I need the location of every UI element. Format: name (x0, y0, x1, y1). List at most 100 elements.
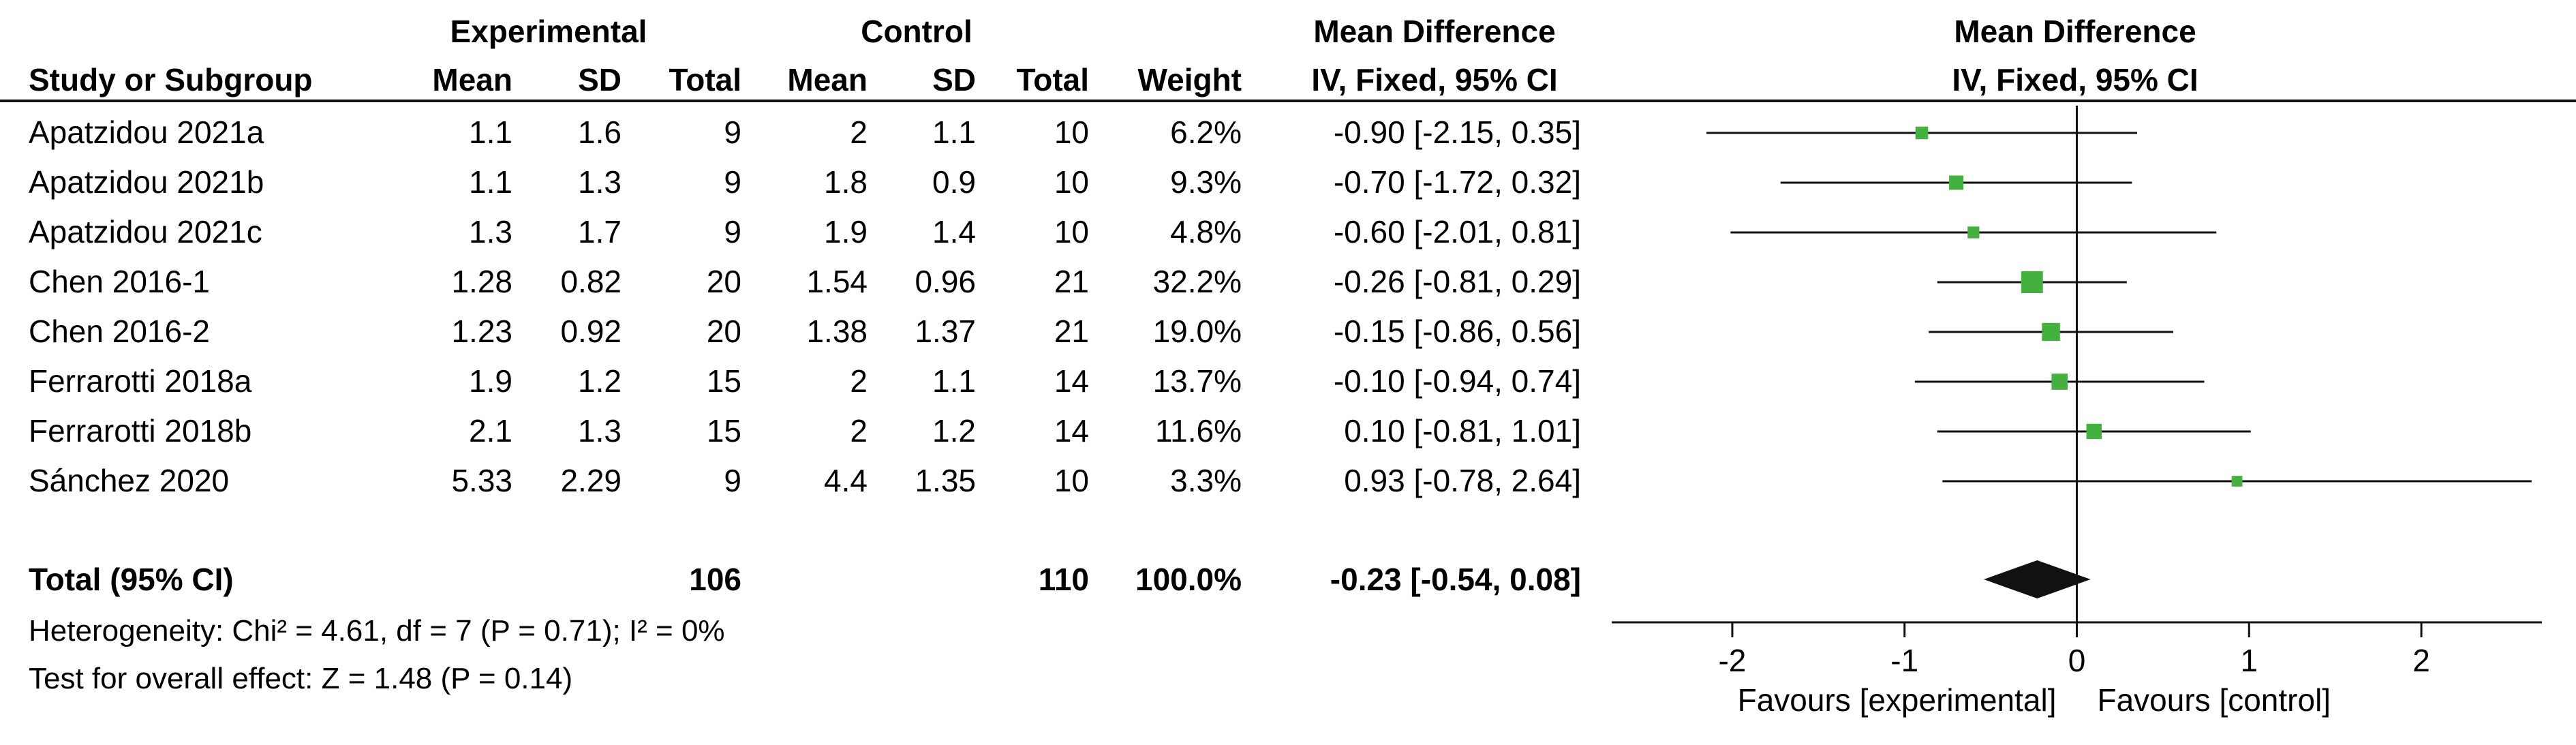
header-md-method-right: IV, Fixed, 95% CI (1952, 62, 2198, 97)
header-md-title-left: Mean Difference (1313, 14, 1555, 49)
favours-right-label: Favours [control] (2098, 682, 2331, 718)
cell-ci-text: 0.93 [-0.78, 2.64] (1344, 463, 1581, 498)
cell-ctl-mean: 1.54 (806, 264, 868, 299)
cell-exp-sd: 1.3 (578, 413, 622, 448)
cell-weight: 6.2% (1170, 115, 1242, 150)
table-row: Chen 2016-2 1.23 0.92 20 1.38 1.37 21 19.0% -0.1… (29, 314, 1581, 349)
total-weight: 100.0% (1135, 562, 1242, 597)
header-md-title-right: Mean Difference (1954, 14, 2196, 49)
x-tick-label: 2 (2412, 643, 2430, 678)
table-row: Ferrarotti 2018b 2.1 1.3 15 2 1.2 14 11.6% 0.10 … (29, 413, 1581, 448)
cell-exp-total: 9 (724, 115, 741, 150)
cell-weight: 13.7% (1153, 363, 1242, 399)
cell-name: Ferrarotti 2018b (29, 413, 251, 448)
cell-ctl-mean: 1.38 (806, 314, 868, 349)
cell-exp-sd: 1.2 (578, 363, 622, 399)
cell-ctl-sd: 0.96 (915, 264, 976, 299)
cell-ctl-mean: 2 (850, 115, 868, 150)
cell-exp-mean: 5.33 (451, 463, 512, 498)
cell-ctl-total: 14 (1054, 413, 1089, 448)
cell-ctl-total: 14 (1054, 363, 1089, 399)
total-row: Total (95% CI) 106 110 100.0% -0.23 [-0.… (29, 562, 1581, 597)
cell-ctl-total: 10 (1054, 463, 1089, 498)
x-tick-label: 0 (2068, 643, 2086, 678)
x-tick-label: -2 (1718, 643, 1746, 678)
cell-exp-total: 9 (724, 463, 741, 498)
total-ctl-total: 110 (1039, 562, 1089, 597)
cell-ci-text: -0.60 [-2.01, 0.81] (1334, 214, 1581, 249)
effect-square (2051, 374, 2068, 390)
cell-ctl-mean: 2 (850, 413, 868, 448)
cell-exp-sd: 1.7 (578, 214, 622, 249)
cell-exp-sd: 0.82 (560, 264, 622, 299)
cell-ctl-sd: 1.37 (915, 314, 976, 349)
cell-ctl-sd: 1.1 (932, 363, 976, 399)
cell-ctl-sd: 1.35 (915, 463, 976, 498)
cell-ctl-sd: 0.9 (932, 164, 976, 200)
effect-square (1915, 126, 1929, 140)
cell-weight: 3.3% (1170, 463, 1242, 498)
table-row: Apatzidou 2021a 1.1 1.6 9 2 1.1 10 6.2% -0.90 [-… (29, 115, 1581, 150)
cell-exp-mean: 1.9 (469, 363, 512, 399)
cell-ctl-mean: 1.8 (824, 164, 868, 200)
cell-weight: 11.6% (1155, 413, 1242, 448)
cell-exp-mean: 1.3 (469, 214, 512, 249)
study-rows: Apatzidou 2021a 1.1 1.6 9 2 1.1 10 6.2% -0.90 [-… (29, 115, 1581, 498)
header-col-study: Study or Subgroup (29, 62, 313, 97)
cell-weight: 9.3% (1170, 164, 1242, 200)
effect-square (2231, 476, 2243, 487)
cell-ci-text: -0.10 [-0.94, 0.74] (1334, 363, 1581, 399)
cell-exp-total: 20 (707, 264, 741, 299)
header-col-exp-total: Total (669, 62, 741, 97)
cell-ctl-total: 10 (1054, 214, 1089, 249)
heterogeneity-note: Heterogeneity: Chi² = 4.61, df = 7 (P = … (29, 614, 725, 648)
cell-ci-text: -0.70 [-1.72, 0.32] (1334, 164, 1581, 200)
cell-ctl-total: 21 (1054, 264, 1089, 299)
header-group-control: Control (861, 14, 972, 49)
cell-exp-mean: 2.1 (469, 413, 512, 448)
table-row: Sánchez 2020 5.33 2.29 9 4.4 1.35 10 3.3% 0.93 [… (29, 463, 1581, 498)
cell-ctl-sd: 1.1 (932, 115, 976, 150)
header-md-method-left: IV, Fixed, 95% CI (1311, 62, 1557, 97)
cell-exp-mean: 1.1 (469, 164, 512, 200)
cell-ctl-total: 21 (1054, 314, 1089, 349)
favours-left-label: Favours [experimental] (1738, 682, 2057, 718)
effect-square (1967, 226, 1980, 239)
cell-ctl-total: 10 (1054, 115, 1089, 150)
cell-name: Apatzidou 2021c (29, 214, 262, 249)
cell-ctl-sd: 1.2 (932, 413, 976, 448)
cell-exp-total: 15 (707, 413, 741, 448)
header-col-ctl-total: Total (1017, 62, 1089, 97)
cell-ci-text: 0.10 [-0.81, 1.01] (1344, 413, 1581, 448)
cell-ctl-mean: 4.4 (824, 463, 868, 498)
header-col-ctl-mean: Mean (787, 62, 868, 97)
x-tick-label: 1 (2240, 643, 2258, 678)
cell-exp-sd: 1.3 (578, 164, 622, 200)
table-row: Apatzidou 2021c 1.3 1.7 9 1.9 1.4 10 4.8% -0.60 … (29, 214, 1581, 249)
cell-exp-total: 9 (724, 164, 741, 200)
cell-ci-text: -0.15 [-0.86, 0.56] (1334, 314, 1581, 349)
cell-weight: 19.0% (1153, 314, 1242, 349)
cell-ci-text: -0.90 [-2.15, 0.35] (1334, 115, 1581, 150)
cell-exp-mean: 1.1 (469, 115, 512, 150)
overall-effect-note: Test for overall effect: Z = 1.48 (P = 0… (29, 662, 572, 695)
header-group-experimental: Experimental (450, 14, 647, 49)
cell-weight: 32.2% (1153, 264, 1242, 299)
cell-ctl-sd: 1.4 (932, 214, 976, 249)
cell-ctl-mean: 2 (850, 363, 868, 399)
total-exp-total: 106 (689, 562, 741, 597)
cell-ci-text: -0.26 [-0.81, 0.29] (1334, 264, 1581, 299)
cell-ctl-total: 10 (1054, 164, 1089, 200)
cell-name: Ferrarotti 2018a (29, 363, 252, 399)
table-row: Ferrarotti 2018a 1.9 1.2 15 2 1.1 14 13.7% -0.10… (29, 363, 1581, 399)
cell-name: Apatzidou 2021a (29, 115, 264, 150)
cell-exp-mean: 1.23 (451, 314, 512, 349)
effect-square (2042, 322, 2060, 341)
cell-weight: 4.8% (1170, 214, 1242, 249)
cell-name: Chen 2016-2 (29, 314, 210, 349)
header-col-weight: Weight (1138, 62, 1242, 97)
cell-exp-sd: 1.6 (578, 115, 622, 150)
header-col-exp-mean: Mean (432, 62, 512, 97)
cell-exp-total: 20 (707, 314, 741, 349)
